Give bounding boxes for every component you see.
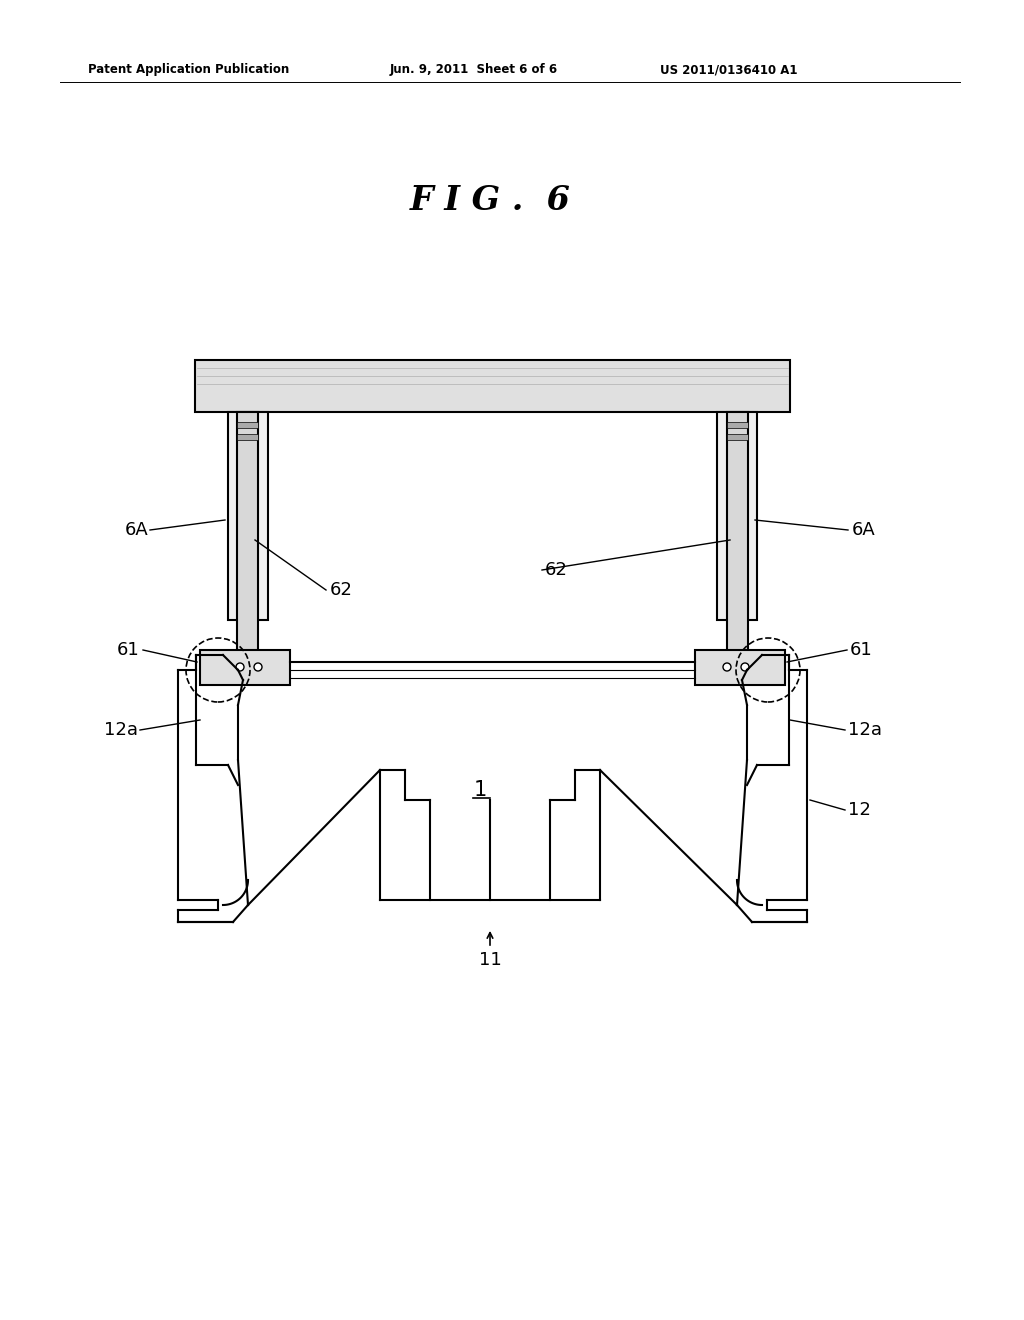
- Text: 12a: 12a: [848, 721, 882, 739]
- Text: 61: 61: [118, 642, 140, 659]
- Bar: [228, 412, 268, 620]
- Text: 11: 11: [478, 950, 502, 969]
- Text: US 2011/0136410 A1: US 2011/0136410 A1: [660, 63, 798, 77]
- Bar: [695, 649, 785, 685]
- Text: 1: 1: [473, 780, 486, 800]
- Text: Patent Application Publication: Patent Application Publication: [88, 63, 289, 77]
- Text: 62: 62: [545, 561, 568, 579]
- Circle shape: [741, 663, 749, 671]
- Text: 12a: 12a: [104, 721, 138, 739]
- Bar: [727, 412, 748, 660]
- Circle shape: [723, 663, 731, 671]
- Text: 12: 12: [848, 801, 870, 818]
- Circle shape: [254, 663, 262, 671]
- Text: 62: 62: [330, 581, 353, 599]
- Bar: [237, 422, 258, 428]
- Circle shape: [236, 663, 244, 671]
- Bar: [237, 434, 258, 440]
- Text: 6A: 6A: [124, 521, 148, 539]
- Bar: [195, 360, 790, 412]
- Bar: [237, 412, 258, 660]
- Text: 61: 61: [850, 642, 872, 659]
- Text: Jun. 9, 2011  Sheet 6 of 6: Jun. 9, 2011 Sheet 6 of 6: [390, 63, 558, 77]
- Text: F I G .  6: F I G . 6: [410, 183, 570, 216]
- Bar: [727, 422, 748, 428]
- Text: 6A: 6A: [852, 521, 876, 539]
- Bar: [200, 649, 290, 685]
- Bar: [727, 434, 748, 440]
- Bar: [717, 412, 757, 620]
